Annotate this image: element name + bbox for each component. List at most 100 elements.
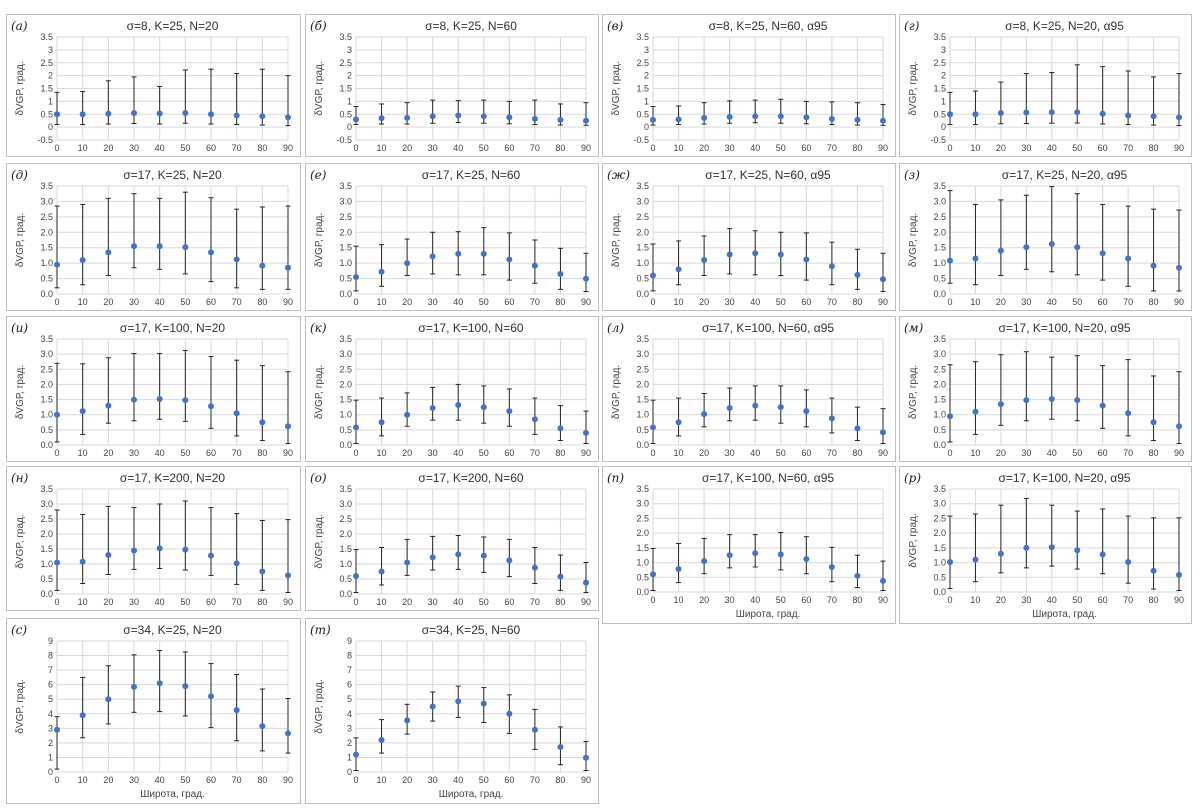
data-point <box>1099 402 1106 409</box>
y-tick-label: 3.0 <box>933 349 946 359</box>
data-point <box>285 730 291 737</box>
x-tick-label: 80 <box>257 297 267 307</box>
y-tick-label: 0.0 <box>339 289 352 299</box>
data-point <box>557 573 564 580</box>
x-tick-label: 40 <box>453 597 463 607</box>
x-tick-label: 50 <box>479 448 489 458</box>
x-tick-label: 20 <box>402 297 412 307</box>
x-tick-label: 80 <box>555 775 565 785</box>
y-tick-label: 3.0 <box>339 349 352 359</box>
data-point <box>404 559 411 566</box>
x-tick-label: 20 <box>103 448 113 458</box>
x-tick-label: 0 <box>353 448 358 458</box>
chart-panel: (л) σ=17, K=100, N=60, α95 0.0 0.5 1.0 1.5 2.0… <box>602 316 896 462</box>
data-point <box>285 423 291 430</box>
data-point <box>1048 241 1055 248</box>
data-point <box>208 552 214 559</box>
y-axis-label: δVGP, град. <box>15 514 26 568</box>
x-tick-label: 20 <box>402 775 412 785</box>
data-point <box>854 572 861 579</box>
y-tick-label: 3 <box>48 723 53 733</box>
data-point <box>752 250 759 257</box>
x-tick-label: 0 <box>353 143 358 153</box>
y-tick-label: 2.0 <box>933 227 946 237</box>
data-point <box>156 680 163 687</box>
x-tick-label: 10 <box>970 143 980 153</box>
x-tick-label: 90 <box>878 448 888 458</box>
panel-letter: (б) <box>310 19 327 33</box>
x-tick-label: 40 <box>1047 448 1057 458</box>
y-tick-label: 0 <box>48 767 53 777</box>
data-point <box>1176 423 1182 430</box>
data-point <box>54 411 60 418</box>
y-tick-label: 0.5 <box>339 274 352 284</box>
y-axis-label: δVGP, град. <box>15 365 26 419</box>
x-tick-label: 40 <box>155 775 165 785</box>
data-point <box>480 250 487 257</box>
y-tick-label: 1.0 <box>933 410 946 420</box>
y-tick-label: 3.0 <box>933 499 946 509</box>
data-point <box>79 712 86 719</box>
data-point <box>353 274 359 281</box>
y-tick-label: 3.5 <box>933 181 946 191</box>
y-tick-label: 2 <box>347 71 352 81</box>
y-tick-label: 1.0 <box>933 558 946 568</box>
x-tick-label: 20 <box>996 448 1006 458</box>
y-tick-label: 0.0 <box>933 440 946 450</box>
y-tick-label: 3.5 <box>636 334 649 344</box>
y-tick-label: 2.5 <box>636 58 649 68</box>
chart-title: σ=8, K=25, N=60, α95 <box>709 19 828 33</box>
data-point <box>583 275 589 282</box>
x-tick-label: 70 <box>530 597 540 607</box>
data-point <box>79 257 86 264</box>
chart-svg: (о) σ=17, K=200, N=60 0.0 0.5 1.0 1.5 2.0 2.5 3.… <box>310 471 591 607</box>
x-tick-label: 60 <box>1098 448 1108 458</box>
data-point <box>208 693 214 700</box>
panel-letter: (з) <box>904 168 920 182</box>
data-point <box>353 573 359 579</box>
data-point <box>583 754 589 761</box>
x-tick-label: 80 <box>1149 595 1159 605</box>
chart-panel: (р) σ=17, K=100, N=20, α95 0.0 0.5 1.0 1.5 2.0… <box>899 466 1192 624</box>
y-axis-label: δVGP, град. <box>908 513 919 567</box>
data-point <box>182 397 189 404</box>
chart-svg: (л) σ=17, K=100, N=60, α95 0.0 0.5 1.0 1.5 2.0… <box>607 321 888 458</box>
data-point <box>105 249 112 256</box>
data-point <box>506 256 513 263</box>
x-tick-label: 20 <box>103 775 113 785</box>
panel-letter: (о) <box>310 471 327 485</box>
x-tick-label: 90 <box>1174 297 1184 307</box>
x-tick-label: 60 <box>1098 297 1108 307</box>
data-point <box>675 566 682 573</box>
x-tick-label: 80 <box>257 597 267 607</box>
y-tick-label: 2.0 <box>933 379 946 389</box>
y-tick-label: 0.5 <box>339 109 352 119</box>
x-tick-label: 80 <box>852 143 862 153</box>
x-tick-label: 50 <box>479 775 489 785</box>
y-tick-label: 1.5 <box>40 243 53 253</box>
y-tick-label: 3 <box>941 45 946 55</box>
y-tick-label: 0.5 <box>636 109 649 119</box>
x-tick-label: 10 <box>377 448 387 458</box>
x-tick-label: 50 <box>180 143 190 153</box>
y-axis-label: δVGP, град. <box>908 213 919 267</box>
y-tick-label: 1.5 <box>40 395 53 405</box>
data-point <box>404 114 411 121</box>
data-point <box>583 579 589 586</box>
x-tick-label: 0 <box>650 448 655 458</box>
y-tick-label: 0.0 <box>40 289 53 299</box>
data-point <box>506 408 513 415</box>
data-point <box>105 110 112 117</box>
x-tick-label: 30 <box>428 297 438 307</box>
chart-panel: (к) σ=17, K=100, N=60 0.0 0.5 1.0 1.5 2.0 2.5 3.… <box>305 316 599 462</box>
x-tick-label: 70 <box>530 297 540 307</box>
x-tick-label: 20 <box>699 297 709 307</box>
y-tick-label: 9 <box>48 636 53 646</box>
data-point <box>105 552 112 558</box>
data-point <box>259 568 266 575</box>
y-tick-label: 2.5 <box>636 212 649 222</box>
data-point <box>880 577 886 584</box>
data-point <box>854 425 861 432</box>
y-tick-label: 0 <box>48 122 53 132</box>
data-point <box>54 726 60 733</box>
